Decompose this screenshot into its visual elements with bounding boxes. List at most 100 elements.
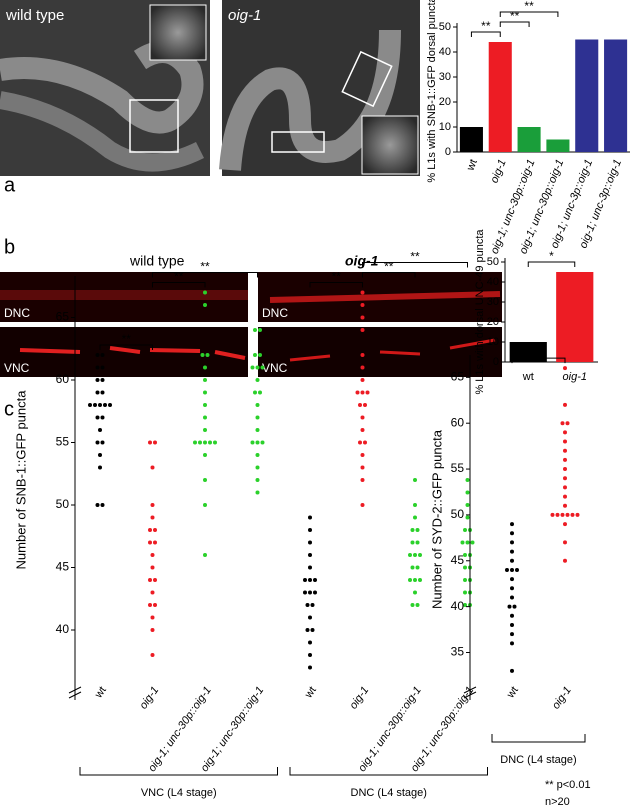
data-point: [250, 440, 255, 445]
data-point: [95, 503, 100, 507]
axis-break: [68, 686, 82, 699]
data-point: [418, 578, 422, 582]
data-point: [563, 439, 567, 444]
bar: [546, 139, 570, 152]
data-point: [360, 303, 365, 307]
y-tick-label: 50: [451, 507, 465, 521]
data-point: [563, 402, 567, 407]
data-point: [560, 421, 565, 426]
data-point: [510, 522, 514, 527]
data-point: [255, 453, 260, 457]
data-point: [410, 528, 415, 532]
y-tick-label: 30: [487, 296, 499, 308]
data-point: [100, 415, 105, 420]
data-point: [153, 603, 157, 607]
data-point: [250, 365, 255, 370]
data-point: [360, 315, 365, 320]
y-tick-label: 0: [445, 146, 451, 158]
data-point: [510, 595, 514, 600]
data-point: [153, 578, 157, 582]
data-point: [510, 531, 514, 536]
bar: [488, 42, 512, 152]
data-point: [193, 440, 197, 445]
bar: [459, 127, 483, 152]
significance-label: **: [200, 260, 210, 274]
y-tick-label: 30: [439, 71, 451, 83]
data-point: [308, 540, 312, 545]
x-tick-label: oig-1: [563, 371, 587, 383]
data-point: [95, 440, 100, 445]
data-point: [360, 465, 365, 470]
data-point: [510, 577, 514, 582]
data-point: [413, 503, 417, 507]
data-point: [95, 415, 100, 420]
data-point: [363, 403, 367, 407]
data-point: [313, 590, 317, 595]
image-title: wild type: [129, 253, 185, 269]
data-point: [305, 603, 310, 607]
micrograph-b: DNC VNC DNC VNC: [0, 272, 502, 377]
bar: [575, 39, 599, 152]
data-point: [410, 603, 415, 607]
data-point: [310, 628, 315, 632]
image-label: wild type: [5, 7, 64, 24]
data-point: [95, 365, 100, 370]
x-tick-label: wt: [504, 685, 521, 702]
significance-label: **: [332, 270, 342, 284]
image-tag: VNC: [4, 361, 30, 375]
data-point: [415, 603, 420, 607]
significance-bracket: [99, 344, 153, 350]
data-point: [98, 403, 102, 407]
data-point: [360, 365, 365, 370]
significance-label: **: [510, 9, 520, 23]
data-point: [150, 503, 155, 507]
significance-label: **: [410, 250, 420, 264]
data-point: [413, 478, 417, 482]
data-point: [360, 290, 365, 295]
data-point: [408, 553, 412, 557]
x-tick-label: oig-1: [347, 685, 371, 712]
data-point: [258, 390, 262, 395]
data-point: [310, 603, 315, 607]
data-point: [510, 567, 514, 572]
data-point: [255, 490, 260, 495]
data-point: [308, 565, 312, 570]
data-point: [308, 590, 312, 595]
data-point: [505, 567, 509, 572]
axis-break: [463, 686, 477, 699]
y-tick-label: 40: [451, 599, 465, 613]
data-point: [415, 528, 420, 532]
data-point: [507, 604, 512, 609]
y-tick-label: 55: [451, 461, 465, 475]
data-point: [408, 578, 412, 582]
data-point: [150, 465, 155, 470]
significance-bracket: [499, 21, 530, 27]
data-point: [550, 512, 555, 517]
data-point: [360, 453, 365, 457]
data-point: [410, 540, 415, 545]
y-tick-label: 10: [439, 121, 451, 133]
data-point: [460, 540, 465, 545]
data-point: [100, 353, 105, 357]
data-point: [258, 328, 262, 332]
group-label: VNC (L4 stage): [141, 787, 217, 799]
data-point: [208, 440, 212, 445]
data-point: [303, 590, 307, 595]
data-point: [100, 390, 105, 395]
y-tick-label: 10: [487, 336, 499, 348]
data-point: [565, 512, 570, 517]
data-point: [255, 428, 260, 432]
data-point: [203, 553, 207, 557]
data-point: [565, 421, 570, 426]
data-point: [470, 540, 475, 545]
data-point: [365, 390, 370, 395]
data-point: [103, 403, 107, 407]
panel-label: c: [4, 398, 14, 420]
data-point: [410, 565, 415, 570]
data-point: [510, 586, 514, 591]
data-point: [260, 365, 265, 370]
data-point: [560, 512, 565, 517]
y-tick-label: 60: [451, 415, 465, 429]
data-point: [563, 485, 567, 490]
x-tick-label: oig-1: [488, 158, 508, 185]
